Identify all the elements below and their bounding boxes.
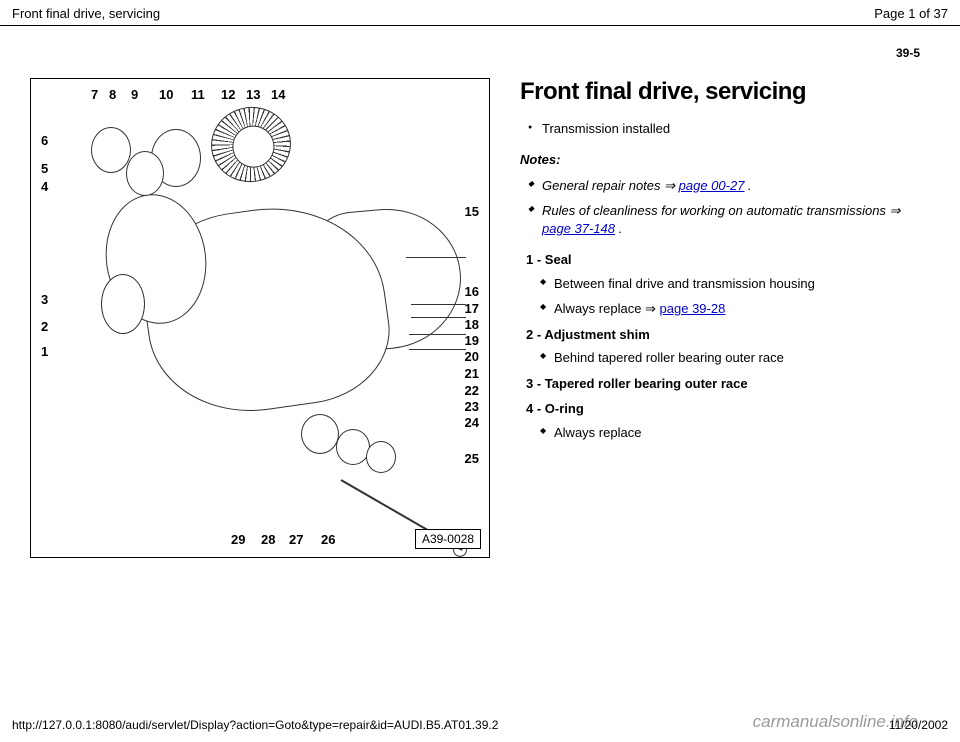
sub-text: Always replace ⇒ bbox=[554, 301, 660, 316]
figure-id-box: A39-0028 bbox=[415, 529, 481, 549]
list-item: General repair notes ⇒ page 00-27 . bbox=[528, 177, 920, 195]
diagram-callout: 12 bbox=[221, 87, 235, 102]
main-layout: 7 8 9 10 11 12 13 14 6 5 4 3 2 1 15 16 1… bbox=[30, 78, 930, 558]
list-item: Between final drive and transmission hou… bbox=[540, 275, 920, 293]
intro-list: Transmission installed bbox=[528, 120, 920, 138]
diagram-callout: 4 bbox=[41, 179, 48, 194]
parts-item: 4 - O-ring Always replace bbox=[526, 400, 920, 441]
list-item: Always replace bbox=[540, 424, 920, 442]
diagram-shape-ring bbox=[126, 151, 164, 196]
diagram-callout: 23 bbox=[465, 399, 479, 414]
diagram-column: 7 8 9 10 11 12 13 14 6 5 4 3 2 1 15 16 1… bbox=[30, 78, 490, 558]
diagram-callout: 9 bbox=[131, 87, 138, 102]
diagram-shape-ring bbox=[101, 274, 145, 334]
diagram-shape-flange bbox=[91, 127, 131, 173]
diagram-callout: 8 bbox=[109, 87, 116, 102]
footer-url: http://127.0.0.1:8080/audi/servlet/Displ… bbox=[12, 718, 498, 732]
diagram-callout: 18 bbox=[465, 317, 479, 332]
parts-item-label: 1 - Seal bbox=[526, 252, 572, 267]
text-column: Front final drive, servicing Transmissio… bbox=[520, 78, 930, 558]
diagram-callout: 15 bbox=[465, 204, 479, 219]
parts-sublist: Behind tapered roller bearing outer race bbox=[540, 349, 920, 367]
page-title: Front final drive, servicing bbox=[520, 78, 920, 106]
notes-list: General repair notes ⇒ page 00-27 . Rule… bbox=[528, 177, 920, 238]
diagram-callout: 17 bbox=[465, 301, 479, 316]
diagram-leader bbox=[411, 317, 466, 318]
notes-heading: Notes: bbox=[520, 152, 920, 167]
diagram-callout: 21 bbox=[465, 366, 479, 381]
list-item: Transmission installed bbox=[528, 120, 920, 138]
diagram-callout: 29 bbox=[231, 532, 245, 547]
parts-item: 2 - Adjustment shim Behind tapered rolle… bbox=[526, 326, 920, 367]
diagram-shape-ring bbox=[366, 441, 396, 473]
diagram-callout: 22 bbox=[465, 383, 479, 398]
page-content: 39-5 bbox=[0, 26, 960, 558]
page-link[interactable]: page 37-148 bbox=[542, 221, 615, 236]
diagram-shape-gear bbox=[205, 101, 297, 189]
page-footer: http://127.0.0.1:8080/audi/servlet/Displ… bbox=[0, 718, 960, 732]
page-header: Front final drive, servicing Page 1 of 3… bbox=[0, 0, 960, 26]
list-item: Behind tapered roller bearing outer race bbox=[540, 349, 920, 367]
diagram-callout: 5 bbox=[41, 161, 48, 176]
diagram-callout: 25 bbox=[465, 451, 479, 466]
diagram-callout: 7 bbox=[91, 87, 98, 102]
diagram-shape-ring bbox=[301, 414, 339, 454]
parts-sublist: Between final drive and transmission hou… bbox=[540, 275, 920, 318]
page-link[interactable]: page 00-27 bbox=[679, 178, 745, 193]
header-page-info: Page 1 of 37 bbox=[874, 6, 948, 21]
diagram-leader bbox=[409, 334, 466, 335]
note-suffix: . bbox=[615, 221, 622, 236]
page-ref: 39-5 bbox=[30, 46, 930, 60]
diagram-callout: 2 bbox=[41, 319, 48, 334]
diagram-shape-ring bbox=[336, 429, 370, 465]
footer-date: 11/20/2002 bbox=[889, 718, 948, 732]
parts-sublist: Always replace bbox=[540, 424, 920, 442]
diagram-leader bbox=[409, 349, 466, 350]
parts-item-label: 2 - Adjustment shim bbox=[526, 327, 650, 342]
diagram-leader bbox=[411, 304, 466, 305]
header-title: Front final drive, servicing bbox=[12, 6, 160, 21]
diagram-callout: 14 bbox=[271, 87, 285, 102]
diagram-callout: 6 bbox=[41, 133, 48, 148]
parts-list: 1 - Seal Between final drive and transmi… bbox=[526, 251, 920, 441]
parts-item: 3 - Tapered roller bearing outer race bbox=[526, 375, 920, 393]
diagram-callout: 19 bbox=[465, 333, 479, 348]
list-item: Always replace ⇒ page 39-28 bbox=[540, 300, 920, 318]
exploded-diagram: 7 8 9 10 11 12 13 14 6 5 4 3 2 1 15 16 1… bbox=[30, 78, 490, 558]
note-text: General repair notes ⇒ bbox=[542, 178, 679, 193]
note-text: Rules of cleanliness for working on auto… bbox=[542, 203, 900, 218]
diagram-leader bbox=[406, 257, 466, 258]
diagram-callout: 13 bbox=[246, 87, 260, 102]
diagram-callout: 3 bbox=[41, 292, 48, 307]
parts-item: 1 - Seal Between final drive and transmi… bbox=[526, 251, 920, 318]
diagram-callout: 11 bbox=[191, 87, 205, 102]
note-suffix: . bbox=[744, 178, 751, 193]
diagram-callout: 10 bbox=[159, 87, 173, 102]
parts-item-label: 4 - O-ring bbox=[526, 401, 584, 416]
diagram-callout: 27 bbox=[289, 532, 303, 547]
diagram-callout: 26 bbox=[321, 532, 335, 547]
diagram-callout: 28 bbox=[261, 532, 275, 547]
diagram-callout: 20 bbox=[465, 349, 479, 364]
diagram-callout: 24 bbox=[465, 415, 479, 430]
parts-item-label: 3 - Tapered roller bearing outer race bbox=[526, 376, 748, 391]
page-link[interactable]: page 39-28 bbox=[660, 301, 726, 316]
diagram-callout: 1 bbox=[41, 344, 48, 359]
diagram-callout: 16 bbox=[465, 284, 479, 299]
list-item: Rules of cleanliness for working on auto… bbox=[528, 202, 920, 237]
